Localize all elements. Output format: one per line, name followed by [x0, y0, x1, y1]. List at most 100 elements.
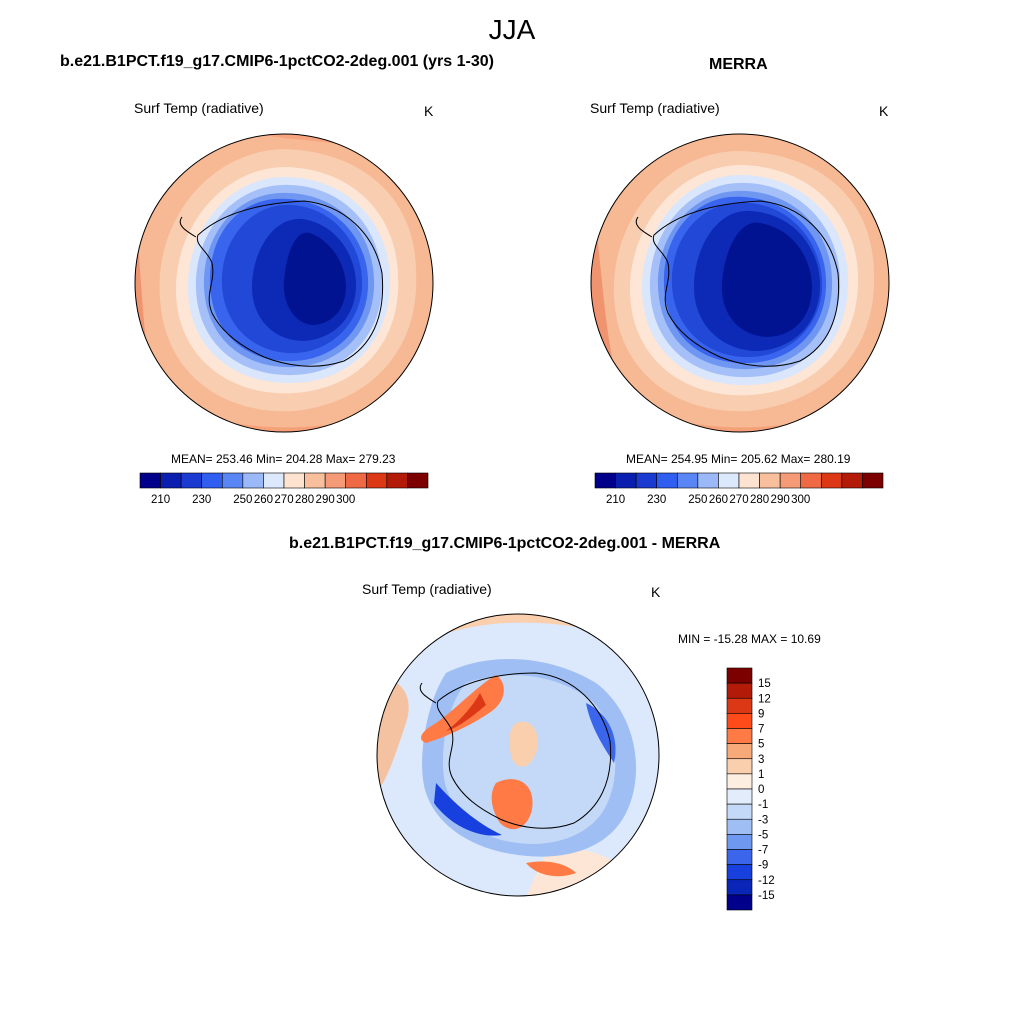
diff-warm-southern-ocean — [526, 861, 576, 877]
diff-colorbar-tick-label: 7 — [758, 724, 764, 736]
obs-colorbar-swatch-7 — [738, 472, 760, 489]
model-colorbar-tick-label: 230 — [192, 494, 211, 506]
diff-colorbar-swatch-5 — [726, 743, 753, 760]
diff-colorbar-tick-label: -3 — [758, 814, 768, 826]
diff-panel-title: b.e21.B1PCT.f19_g17.CMIP6-1pctCO2-2deg.0… — [289, 535, 721, 552]
diff-colorbar-swatch-1 — [726, 682, 753, 699]
diff-colorbar-swatch-13 — [726, 864, 753, 881]
obs-stats: MEAN= 254.95 Min= 205.62 Max= 280.19 — [626, 452, 851, 466]
obs-colorbar-swatch-1 — [615, 472, 637, 489]
model-colorbar: 210 230 250 260 270 280 290 300 — [139, 472, 429, 506]
obs-colorbar-swatch-12 — [841, 472, 863, 489]
obs-colorbar-swatch-0 — [594, 472, 616, 489]
obs-colorbar-swatch-5 — [697, 472, 719, 489]
diff-colorbar-swatch-8 — [726, 788, 753, 805]
diff-colorbar-tick-label: 1 — [758, 769, 764, 781]
diff-colorbar-swatch-0 — [726, 667, 753, 684]
diff-colorbar-swatch-6 — [726, 758, 753, 775]
model-colorbar-swatch-5 — [242, 472, 264, 489]
diff-warm-ross — [491, 779, 533, 830]
diff-cold-southwest — [434, 783, 502, 836]
diff-colorbar-tick-label: -9 — [758, 860, 768, 872]
model-colorbar-swatch-6 — [263, 472, 285, 489]
diff-colorbar-tick-label: -7 — [758, 845, 768, 857]
diff-colorbar-tick-label: -12 — [758, 875, 775, 887]
obs-colorbar-tick-label: 250 — [688, 494, 707, 506]
model-polar-map — [134, 133, 434, 433]
model-colorbar-swatch-12 — [386, 472, 408, 489]
diff-antarctica-coastline — [436, 672, 612, 829]
diff-colorbar-swatch-4 — [726, 728, 753, 744]
obs-colorbar-tick-label: 260 — [709, 494, 728, 506]
obs-polar-map — [590, 133, 890, 433]
diff-warm-peninsula — [421, 675, 504, 743]
obs-antarctica-coastline — [652, 200, 840, 367]
model-colorbar-swatch-8 — [304, 472, 326, 489]
diff-polar-map — [376, 613, 660, 897]
obs-colorbar-tick-label: 210 — [606, 494, 625, 506]
model-colorbar-tick-label: 280 — [295, 494, 314, 506]
diff-colorbar-swatch-7 — [726, 773, 753, 790]
model-stats: MEAN= 253.46 Min= 204.28 Max= 279.23 — [171, 452, 396, 466]
diff-colorbar-tick-label: 5 — [758, 739, 764, 751]
diff-colorbar-swatch-14 — [726, 879, 753, 896]
model-colorbar-swatch-2 — [180, 472, 203, 489]
diff-colorbar-tick-label: -5 — [758, 829, 768, 841]
model-colorbar-tick-label: 300 — [336, 494, 355, 506]
model-colorbar-tick-label: 270 — [274, 494, 293, 506]
diff-colorbar: 15 12 9 7 5 3 1 0 -1 -3 -5 -7 -9 -12 -15 — [726, 667, 775, 911]
diff-colorbar-swatch-12 — [726, 849, 753, 865]
model-colorbar-swatch-7 — [283, 472, 305, 489]
figure-title: JJA — [488, 14, 536, 45]
obs-colorbar-swatch-3 — [656, 472, 678, 489]
model-band-210 — [283, 232, 346, 325]
diff-map-border — [376, 613, 660, 897]
obs-colorbar-swatch-4 — [676, 472, 699, 489]
model-colorbar-tick-label: 250 — [233, 494, 252, 506]
model-map-border — [134, 133, 434, 433]
obs-units-label: K — [879, 103, 889, 119]
diff-colorbar-swatch-3 — [726, 713, 753, 729]
diff-colorbar-tick-label: 0 — [758, 784, 764, 796]
model-colorbar-swatch-9 — [324, 472, 347, 489]
obs-colorbar-swatch-6 — [718, 472, 740, 489]
diff-hot-peninsula — [446, 693, 486, 731]
obs-colorbar-swatch-9 — [779, 472, 802, 489]
diff-warm-center — [509, 721, 538, 767]
obs-colorbar-tick-label: 230 — [647, 494, 666, 506]
obs-panel-title: MERRA — [709, 56, 768, 73]
model-colorbar-tick-label: 260 — [254, 494, 273, 506]
diff-cold-east — [586, 703, 616, 763]
diff-colorbar-tick-label: -1 — [758, 799, 768, 811]
model-antarctica-coastline — [196, 200, 384, 367]
diff-variable-label: Surf Temp (radiative) — [362, 581, 492, 597]
diff-colorbar-swatch-2 — [726, 697, 753, 714]
model-colorbar-tick-label: 210 — [151, 494, 170, 506]
obs-colorbar-tick-label: 290 — [771, 494, 790, 506]
obs-map-border — [590, 133, 890, 433]
obs-colorbar-tick-label: 300 — [791, 494, 810, 506]
model-colorbar-swatch-13 — [407, 472, 429, 489]
obs-colorbar-swatch-10 — [800, 472, 822, 489]
diff-colorbar-tick-label: 15 — [758, 678, 771, 690]
model-colorbar-swatch-3 — [201, 472, 223, 489]
model-colorbar-swatch-4 — [221, 472, 244, 489]
obs-variable-label: Surf Temp (radiative) — [590, 100, 720, 116]
model-colorbar-swatch-0 — [139, 472, 161, 489]
obs-band-210 — [721, 222, 812, 337]
obs-colorbar-swatch-2 — [635, 472, 658, 489]
obs-colorbar-swatch-13 — [862, 472, 884, 489]
diff-colorbar-swatch-11 — [726, 834, 753, 850]
diff-colorbar-tick-label: 12 — [758, 693, 771, 705]
diff-colorbar-tick-label: 9 — [758, 708, 764, 720]
model-peninsula-coastline — [179, 216, 197, 238]
model-variable-label: Surf Temp (radiative) — [134, 100, 264, 116]
diff-peninsula-coastline — [419, 682, 437, 704]
obs-colorbar: 210 230 250 260 270 280 290 300 — [594, 472, 884, 506]
obs-colorbar-swatch-11 — [820, 472, 843, 489]
diff-units-label: K — [651, 584, 661, 600]
diff-colorbar-tick-label: -15 — [758, 890, 775, 902]
obs-peninsula-coastline — [635, 216, 653, 238]
diff-colorbar-tick-label: 3 — [758, 754, 764, 766]
model-colorbar-tick-label: 290 — [316, 494, 335, 506]
